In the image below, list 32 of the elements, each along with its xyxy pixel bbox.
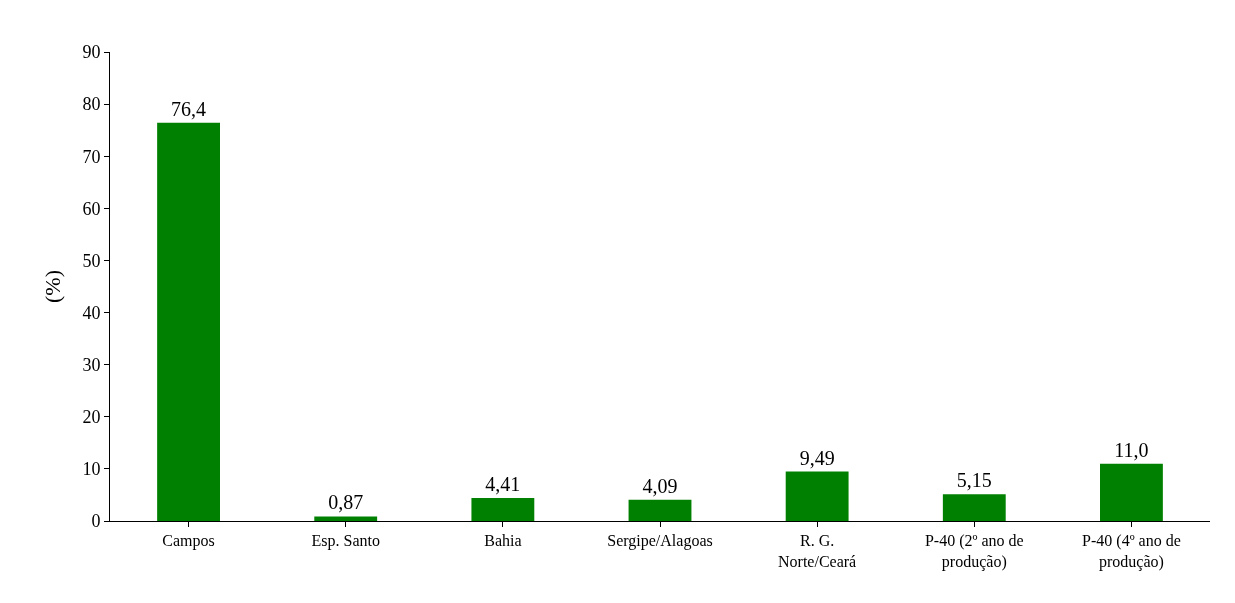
- x-tick-label: Bahia: [484, 532, 522, 550]
- y-tick-label: 80: [82, 94, 101, 115]
- y-tick-label: 40: [82, 302, 101, 323]
- y-tick-label: 70: [82, 146, 101, 167]
- y-axis-title: (%): [40, 270, 66, 303]
- y-tick-label: 0: [91, 511, 101, 532]
- data-label: 4,09: [642, 474, 678, 497]
- y-tick-label: 50: [82, 250, 101, 271]
- x-tick-label: Sergipe/Alagoas: [607, 532, 713, 551]
- x-tick-label: P-40 (4º ano de produção): [1082, 532, 1181, 571]
- data-label: 9,49: [799, 446, 835, 469]
- y-tick-label: 30: [82, 354, 101, 375]
- y-tick-label: 10: [82, 459, 101, 480]
- data-label: 11,0: [1114, 438, 1149, 461]
- bar: [942, 494, 1006, 521]
- bar: [314, 516, 378, 521]
- data-label: 76,4: [171, 97, 207, 120]
- bar: [785, 471, 849, 521]
- bar: [628, 499, 692, 521]
- data-label: 0,87: [328, 491, 364, 514]
- x-tick-label: Esp. Santo: [311, 532, 380, 551]
- data-label: 4,41: [485, 473, 521, 496]
- bar: [1100, 463, 1163, 521]
- bar: [471, 498, 535, 521]
- x-tick-label: Campos: [162, 532, 215, 551]
- x-tick-label: P-40 (2º ano de produção): [924, 532, 1024, 571]
- data-label: 5,15: [956, 469, 992, 492]
- y-tick-label: 60: [82, 198, 101, 219]
- bar: [157, 122, 220, 521]
- y-tick-label: 20: [82, 407, 101, 428]
- y-tick-label: 90: [82, 42, 101, 63]
- x-tick-label: R. G. Norte/Ceará: [778, 532, 857, 570]
